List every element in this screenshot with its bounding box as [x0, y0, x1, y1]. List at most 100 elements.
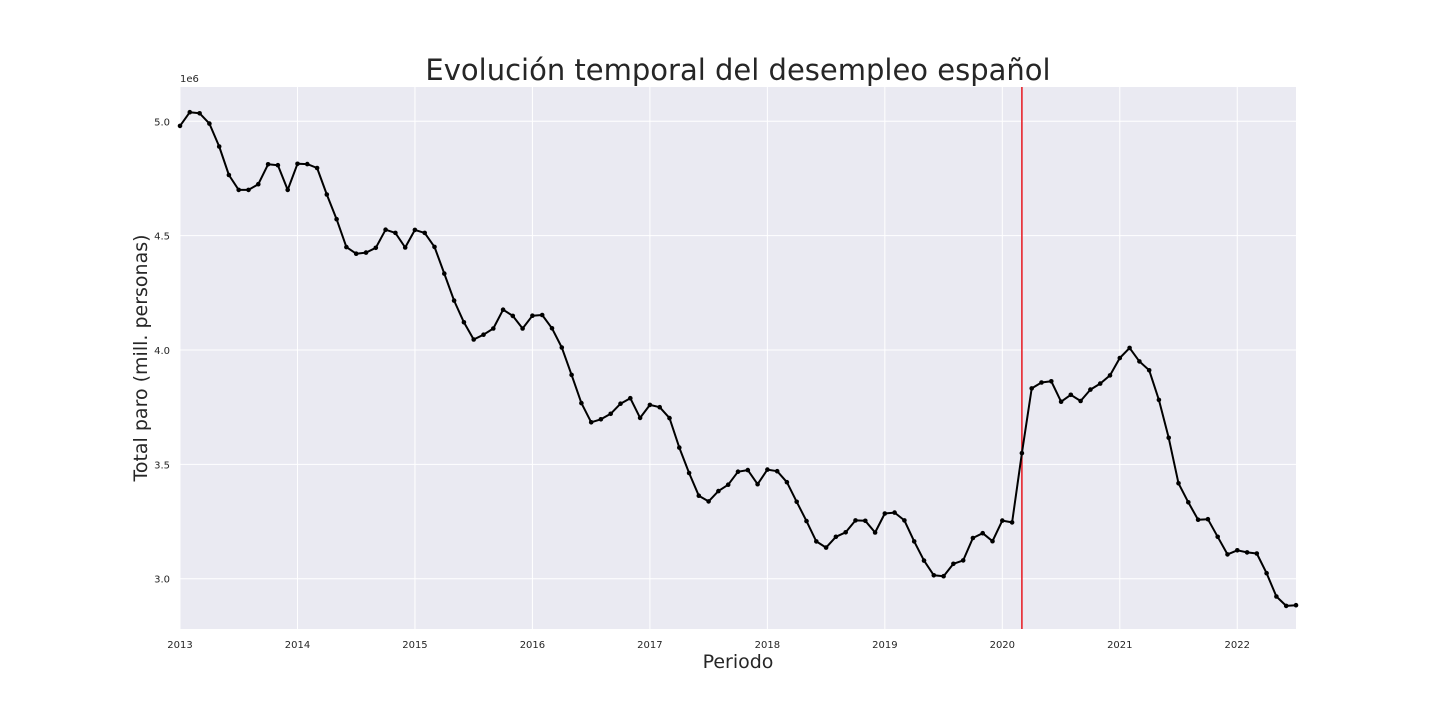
data-point — [1029, 386, 1034, 391]
data-point — [432, 244, 437, 250]
x-tick-label: 2020 — [990, 640, 1015, 651]
data-point — [1019, 450, 1025, 456]
data-point — [481, 332, 486, 338]
data-point — [1068, 392, 1074, 398]
x-tick-label: 2014 — [285, 640, 310, 651]
data-point — [1058, 399, 1064, 405]
data-point — [1186, 500, 1191, 505]
data-point — [1137, 359, 1142, 364]
data-point — [363, 250, 369, 255]
data-point — [295, 161, 300, 167]
data-point — [1225, 552, 1230, 557]
y-tick-label: 4.0 — [154, 346, 170, 357]
data-point — [1195, 517, 1201, 522]
data-point — [716, 488, 721, 494]
data-point — [1000, 518, 1005, 523]
data-point — [941, 573, 946, 579]
data-point — [1049, 379, 1054, 384]
data-point — [598, 417, 604, 422]
data-point — [500, 307, 506, 313]
data-point — [285, 187, 291, 193]
data-point — [1264, 570, 1269, 576]
data-point — [314, 165, 320, 171]
data-point — [1009, 520, 1015, 525]
data-point — [579, 400, 584, 406]
data-point — [324, 192, 330, 197]
data-point — [745, 467, 751, 473]
data-point — [588, 420, 594, 425]
data-point — [677, 445, 682, 450]
data-point — [197, 111, 202, 116]
data-point — [344, 244, 349, 250]
data-point — [471, 337, 477, 342]
data-point — [853, 518, 858, 523]
data-point — [1283, 603, 1289, 609]
data-point — [921, 558, 927, 563]
data-point — [177, 123, 183, 129]
x-tick-labels: 2013 2014 2015 2016 2017 2018 2019 2020 2021 2022 — [167, 640, 1250, 651]
data-point — [843, 530, 848, 535]
data-point — [980, 530, 985, 536]
data-point — [960, 558, 966, 563]
x-tick-label: 2017 — [637, 640, 662, 651]
data-point — [559, 345, 565, 350]
data-point — [706, 499, 711, 504]
data-point — [765, 467, 770, 472]
x-tick-label: 2015 — [402, 640, 427, 651]
data-point — [569, 372, 574, 378]
data-point — [823, 545, 829, 550]
data-point — [1166, 435, 1171, 441]
data-point — [530, 313, 535, 319]
data-point — [1254, 551, 1260, 556]
data-point — [1215, 534, 1220, 540]
data-point — [373, 245, 379, 251]
data-point — [1146, 368, 1152, 373]
x-tick-label: 2021 — [1107, 640, 1132, 651]
data-point — [833, 534, 839, 540]
data-point — [1039, 380, 1044, 385]
data-point — [872, 530, 878, 535]
data-point — [255, 181, 261, 187]
data-point — [1274, 594, 1279, 599]
y-tick-label: 3.0 — [154, 575, 170, 586]
data-point — [863, 518, 868, 524]
data-point — [510, 313, 516, 319]
data-point — [442, 271, 447, 276]
data-point — [216, 144, 222, 149]
series-group — [177, 109, 1299, 609]
horizontal-gridlines — [180, 120, 1296, 580]
data-point — [794, 499, 799, 505]
data-point — [393, 230, 398, 236]
data-point — [1205, 516, 1211, 522]
y-axis-label: Total paro (mill. personas) — [130, 234, 152, 482]
x-tick-label: 2022 — [1225, 640, 1250, 651]
data-point — [882, 511, 888, 516]
data-point — [236, 187, 241, 193]
data-point — [1097, 381, 1103, 386]
y-tick-label: 4.5 — [154, 232, 170, 243]
data-point — [1088, 387, 1093, 392]
data-point — [628, 395, 633, 401]
data-point — [1078, 398, 1083, 404]
data-point — [412, 227, 418, 233]
data-point — [520, 326, 525, 331]
data-point — [814, 539, 819, 544]
x-axis-label: Periodo — [703, 651, 774, 673]
data-point — [951, 561, 956, 567]
x-tick-label: 2018 — [755, 640, 780, 651]
data-point — [451, 298, 457, 303]
data-point — [1107, 373, 1113, 378]
chart-title: Evolución temporal del desempleo español — [425, 53, 1050, 87]
data-point — [755, 481, 760, 487]
y-tick-label: 3.5 — [154, 460, 170, 471]
data-point — [539, 312, 545, 318]
data-point — [246, 187, 251, 193]
data-point — [990, 538, 995, 544]
data-point — [667, 415, 672, 421]
data-point — [725, 482, 731, 488]
data-point — [657, 404, 662, 410]
data-point — [618, 401, 623, 407]
data-point — [334, 216, 339, 222]
data-point — [696, 493, 702, 499]
